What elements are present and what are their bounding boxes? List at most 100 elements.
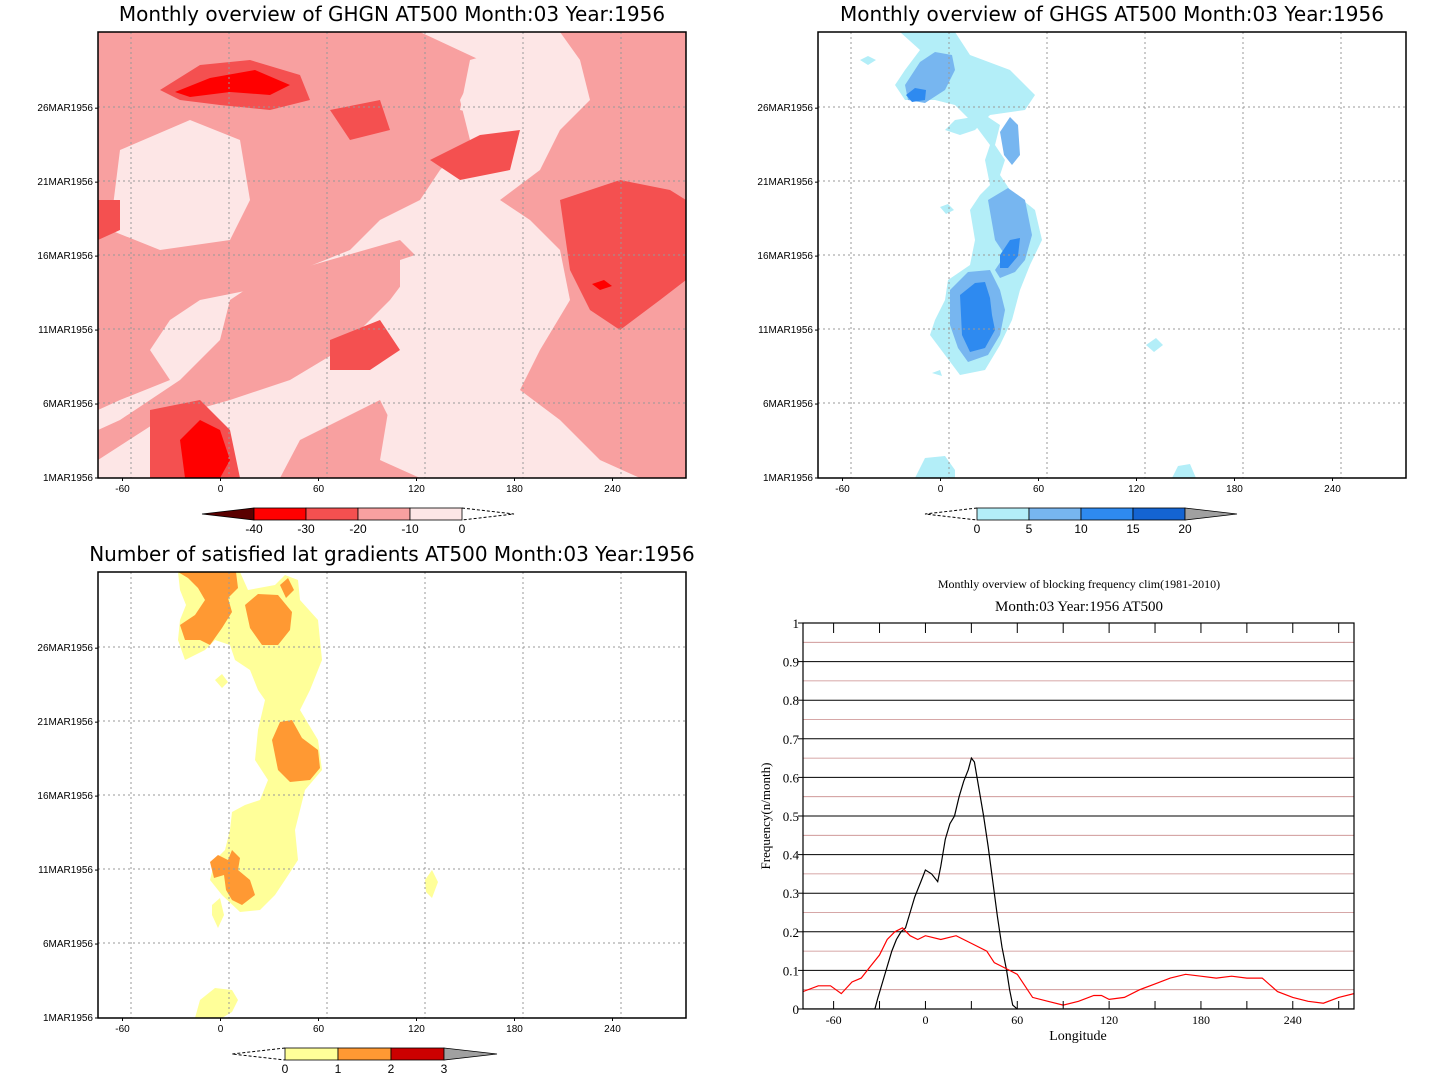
colorbar-box [357,507,411,521]
x-tick-label: 0 [938,484,944,495]
colorbar-box [305,507,359,521]
lat-colorbar: 0 1 2 3 [231,1047,498,1076]
colorbar-tick-label: 5 [1026,522,1033,536]
x-tick-label: 240 [604,1024,621,1035]
freq-x-tick-label: -60 [826,1013,842,1027]
freq-y-tick-label: 0.1 [783,963,799,978]
lat-y-axis: 1MAR1956 6MAR1956 11MAR1956 16MAR1956 21MAR1… [37,643,98,1024]
ghgs-level-0 [895,32,1042,375]
x-tick-label: 0 [218,1024,224,1035]
ghgn-gridlines [98,32,686,478]
x-tick-label: 180 [1226,484,1243,495]
colorbar-left-end [924,507,978,521]
colorbar-tick-label: 1 [335,1062,342,1076]
x-tick-label: 240 [604,484,621,495]
colorbar-box [1132,507,1186,521]
lat-panel: Number of satisfied lat gradients AT500 … [37,542,694,1076]
colorbar-tick-label: 15 [1126,522,1140,536]
freq-x-tick-label: 180 [1192,1013,1210,1027]
y-tick-label: 16MAR1956 [37,791,93,802]
colorbar-tick-label: -10 [401,522,419,536]
x-tick-label: -60 [115,484,130,495]
ghgn-panel: Monthly overview of GHGN AT500 Month:03 … [37,2,687,536]
freq-y-tick-label: 0.7 [783,732,800,747]
y-tick-label: 6MAR1956 [43,939,93,950]
colorbar-tick-label: 0 [974,522,981,536]
x-tick-label: 60 [1033,484,1045,495]
ghgn-title: Monthly overview of GHGN AT500 Month:03 … [119,2,665,26]
colorbar-box [1028,507,1082,521]
colorbar-box [284,1047,339,1061]
ghgs-frame [817,31,1407,479]
ghgs-x-axis: -60 0 60 120 180 240 [835,478,1341,495]
colorbar-box [409,507,463,521]
colorbar-tick-label: 10 [1074,522,1088,536]
colorbar-tick-label: -30 [297,522,315,536]
colorbar-tick-label: -40 [245,522,263,536]
freq-y-tick-label: 1 [793,616,800,631]
lat-field [98,572,686,1018]
y-tick-label: 11MAR1956 [38,865,93,876]
x-tick-label: 120 [408,484,425,495]
colorbar-right-end [461,507,515,521]
colorbar-tick-label: 20 [1178,522,1192,536]
lat-title: Number of satisfied lat gradients AT500 … [89,542,695,566]
x-tick-label: 120 [408,1024,425,1035]
ghgs-colorbar: 0 5 10 15 20 [924,507,1238,536]
y-tick-label: 6MAR1956 [43,399,93,410]
freq-x-tick-label: 60 [1011,1013,1023,1027]
freq-y-tick-label: 0.3 [783,886,799,901]
colorbar-right-end [443,1047,498,1061]
ghgs-y-axis: 1MAR1956 6MAR1956 11MAR1956 16MAR1956 21MAR1… [757,103,818,484]
ghgs-field [818,32,1406,478]
y-tick-label: 16MAR1956 [37,251,93,262]
freq-series-black-line [803,756,1354,1009]
freq-x-tick-label: 0 [922,1013,928,1027]
colorbar-box [390,1047,445,1061]
freq-y-axis: 0 0.1 0.2 0.3 0.4 0.5 0.6 0.7 0.8 0.9 1 [783,616,803,1017]
freq-y-tick-label: 0.4 [783,848,800,863]
freq-gridlines [803,641,1354,991]
colorbar-tick-label: 2 [388,1062,395,1076]
freq-subtitle: Month:03 Year:1956 AT500 [995,599,1163,615]
y-tick-label: 11MAR1956 [758,325,813,336]
ghgn-y-axis: 1MAR1956 6MAR1956 11MAR1956 16MAR1956 21MAR1… [37,103,98,484]
colorbar-tick-label: 0 [459,522,466,536]
ghgn-level-30 [175,70,612,478]
colorbar-left-end [201,507,255,521]
colorbar-tick-label: 0 [282,1062,289,1076]
y-tick-label: 21MAR1956 [757,177,813,188]
x-tick-label: 120 [1128,484,1145,495]
y-tick-label: 6MAR1956 [763,399,813,410]
y-tick-label: 16MAR1956 [757,251,813,262]
freq-panel: Monthly overview of blocking frequency c… [758,577,1355,1044]
freq-x-tick-label: 240 [1284,1013,1302,1027]
colorbar-tick-label: -20 [349,522,367,536]
ghgs-panel: Monthly overview of GHGS AT500 Month:03 … [757,2,1407,536]
freq-y-tick-label: 0.6 [783,770,800,785]
ghgn-colorbar: -40 -30 -20 -10 0 [201,507,515,536]
x-tick-label: 180 [506,484,523,495]
y-tick-label: 26MAR1956 [37,103,93,114]
lat-level-1 [178,572,320,905]
freq-y-tick-label: 0.9 [783,655,799,670]
freq-y-axis-label: Frequency(n/month) [758,763,773,870]
freq-series-red-line [803,927,1354,1006]
x-tick-label: 60 [313,1024,325,1035]
y-tick-label: 1MAR1956 [43,1013,93,1024]
y-tick-label: 21MAR1956 [37,177,93,188]
y-tick-label: 1MAR1956 [763,473,813,484]
ghgn-x-axis: -60 0 60 120 180 240 [115,478,621,495]
x-tick-label: 0 [218,484,224,495]
lat-frame [97,571,687,1019]
freq-title: Monthly overview of blocking frequency c… [938,577,1220,591]
x-tick-label: 180 [506,1024,523,1035]
colorbar-box [1080,507,1134,521]
freq-y-tick-label: 0.5 [783,809,799,824]
freq-x-axis: -60 0 60 120 180 240 [826,623,1340,1027]
x-tick-label: 240 [1324,484,1341,495]
colorbar-left-end [231,1047,286,1061]
ghgn-level-20 [98,60,686,478]
ghgs-level-10 [906,88,1020,352]
y-tick-label: 26MAR1956 [37,643,93,654]
